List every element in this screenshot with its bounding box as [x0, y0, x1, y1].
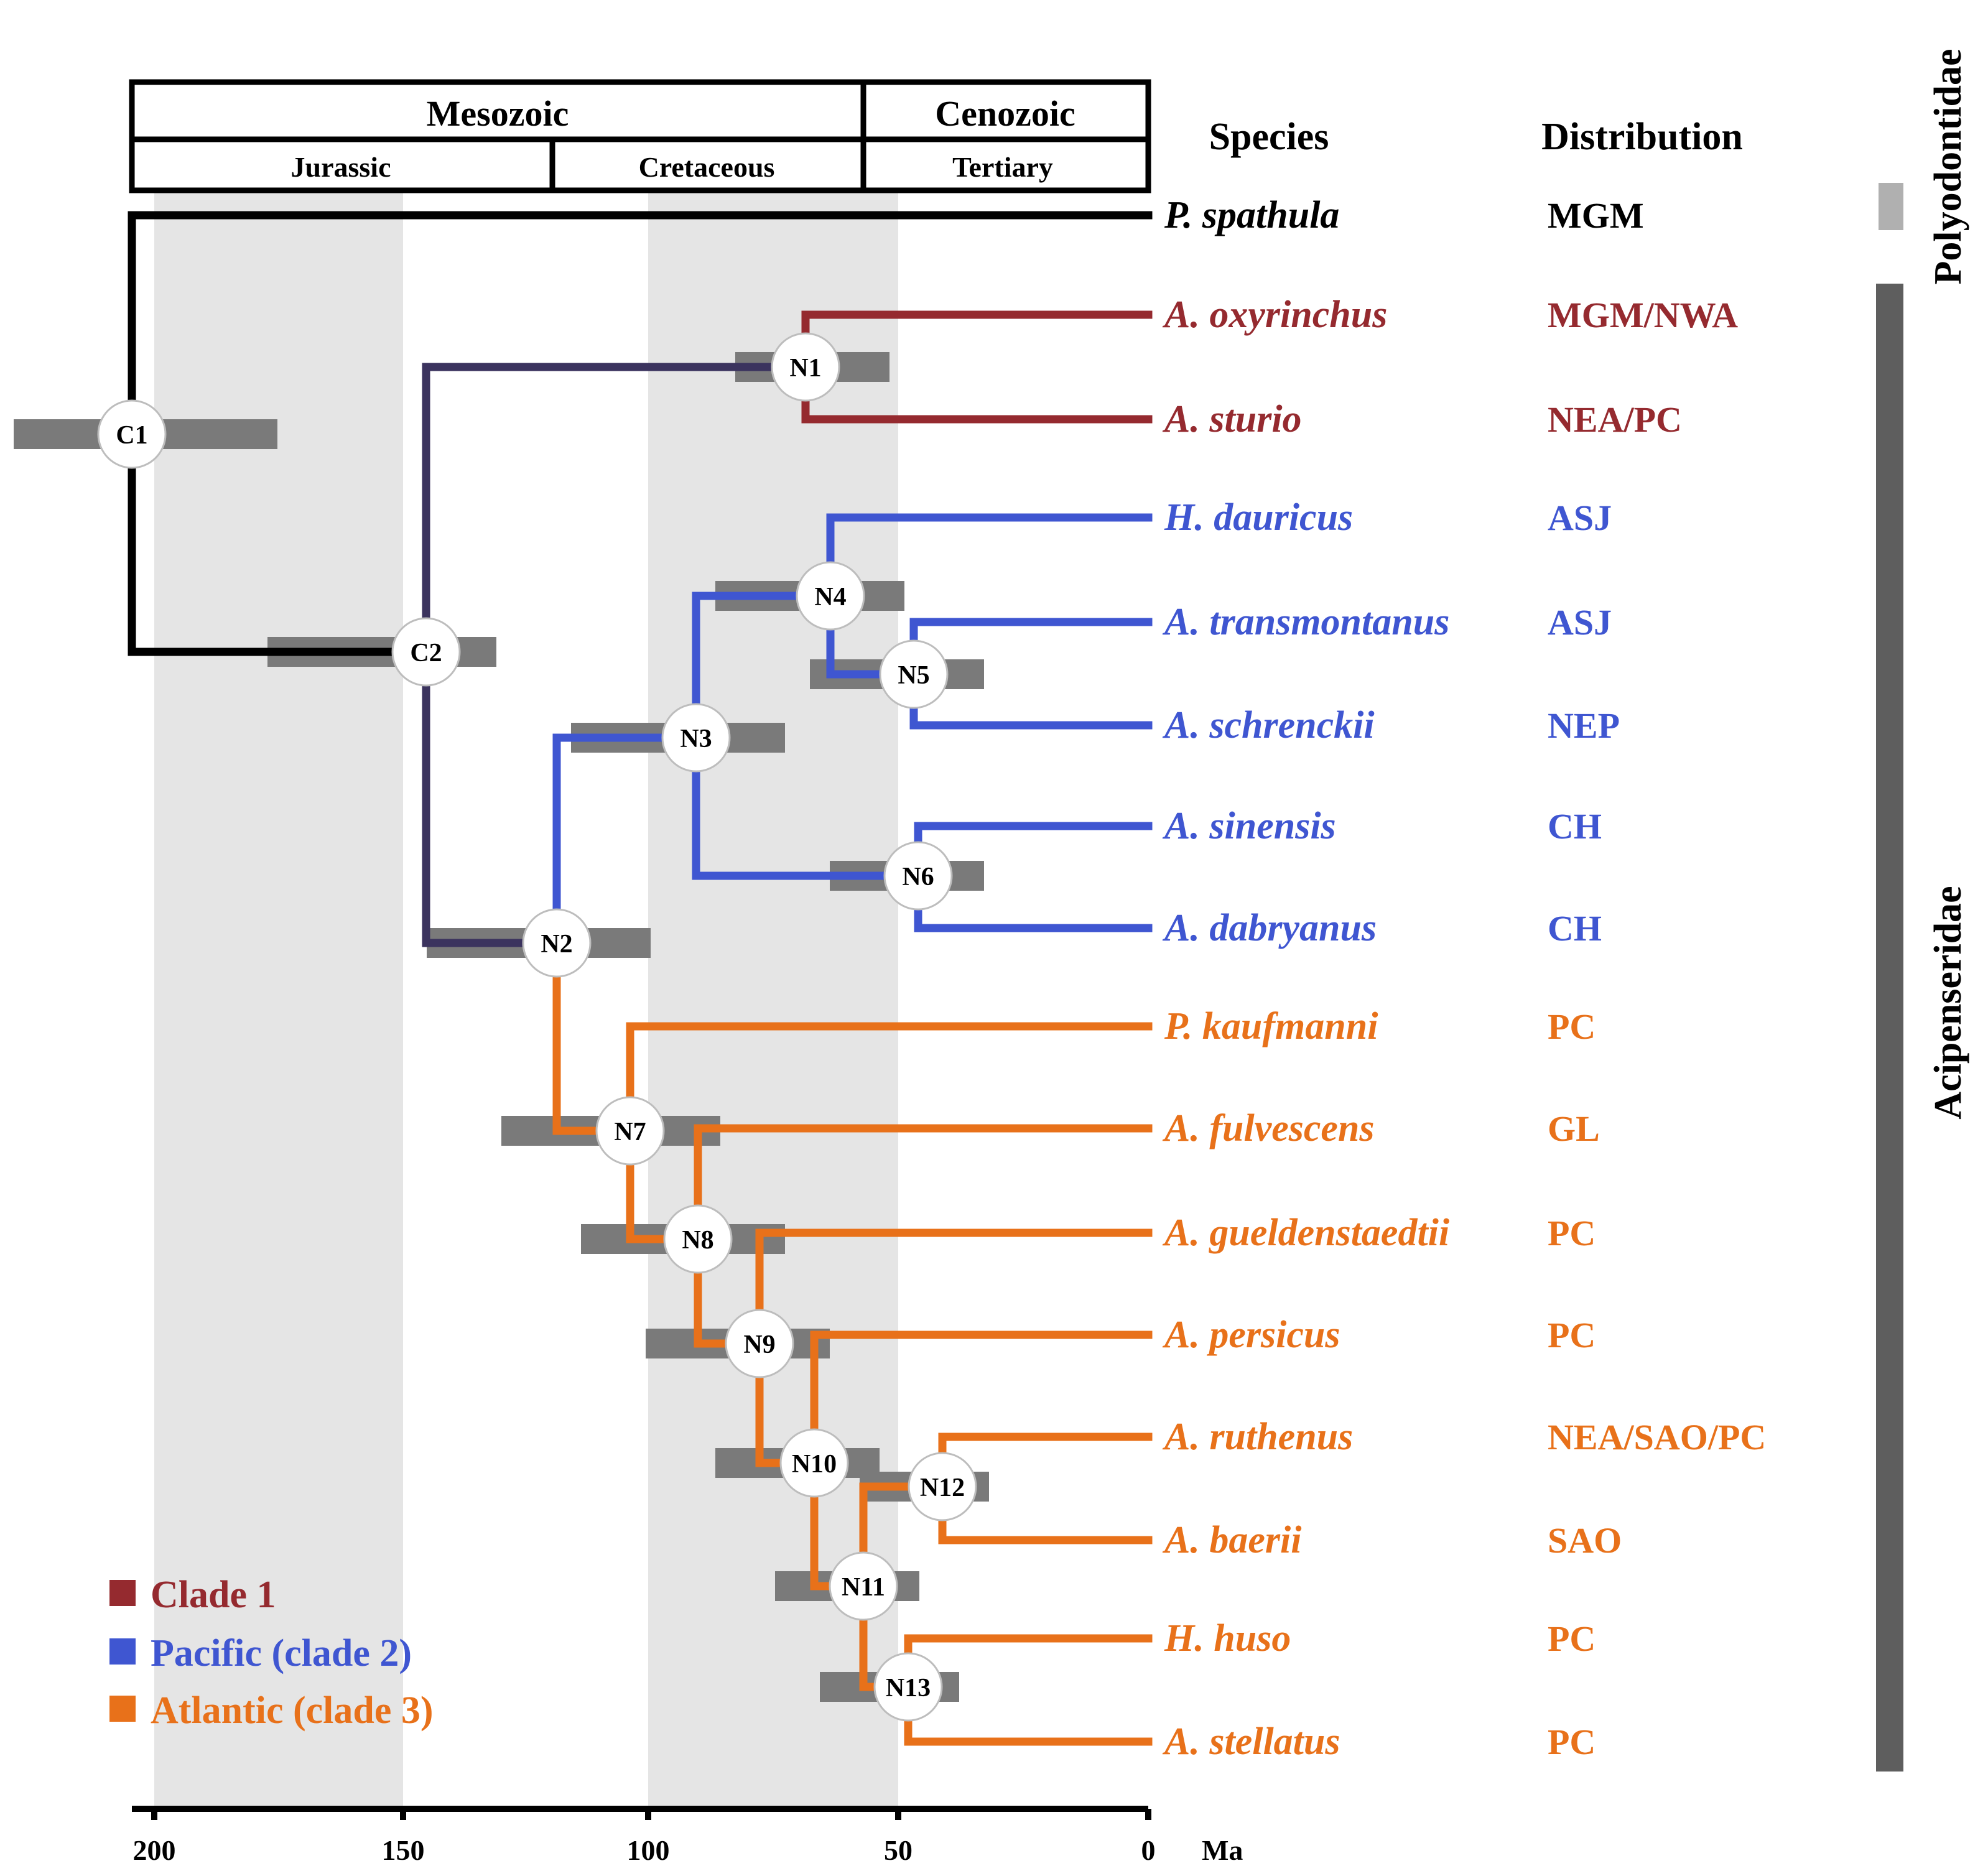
family-acipenseridae: Acipenseridae	[1927, 886, 1969, 1119]
species-a-baerii: A. baerii	[1162, 1519, 1301, 1561]
node-c1	[97, 399, 167, 469]
node-label-n5: N5	[898, 661, 929, 690]
species-a-schrenckii: A. schrenckii	[1162, 704, 1375, 746]
node-n12	[908, 1452, 977, 1521]
taxon-labels: P. spathula MGM A. oxyrinchus MGM/NWA A. stu…	[1162, 194, 1766, 1763]
node-n11	[829, 1551, 898, 1621]
distribution-a-schrenckii: NEP	[1548, 705, 1620, 746]
node-n8	[663, 1204, 733, 1274]
era-cenozoic: Cenozoic	[935, 93, 1075, 134]
distribution-a-gueldenstaedtii: PC	[1548, 1213, 1596, 1253]
distribution-a-fulvescens: GL	[1548, 1108, 1600, 1149]
axis-unit: Ma	[1202, 1834, 1243, 1866]
legend-swatch-clade1	[109, 1580, 136, 1606]
legend-swatch-atlantic	[109, 1696, 136, 1722]
axis-label-150: 150	[382, 1834, 425, 1866]
node-label-n13: N13	[886, 1674, 931, 1702]
species-a-fulvescens: A. fulvescens	[1162, 1107, 1375, 1149]
species-p-spathula: P. spathula	[1164, 194, 1339, 236]
node-label-c1: C1	[116, 421, 147, 450]
distribution-h-dauricus: ASJ	[1548, 498, 1612, 538]
legend-label-atlantic: Atlantic (clade 3)	[151, 1689, 434, 1732]
branch-n2-n3	[552, 733, 700, 947]
node-n13	[873, 1652, 943, 1722]
species-a-persicus: A. persicus	[1162, 1314, 1340, 1356]
timescale-header	[129, 79, 1151, 193]
species-header: Species	[1209, 116, 1329, 158]
axis-label-0: 0	[1141, 1834, 1156, 1866]
period-cretaceous: Cretaceous	[639, 151, 775, 183]
cretaceous-shading	[648, 192, 898, 1809]
axis-label-100: 100	[627, 1834, 670, 1866]
node-label-n12: N12	[920, 1474, 965, 1502]
species-a-sturio: A. sturio	[1162, 398, 1302, 440]
node-n4	[796, 561, 865, 631]
legend-swatch-pacific	[109, 1638, 136, 1665]
node-n2	[522, 908, 592, 978]
node-n3	[661, 703, 731, 773]
species-a-dabryanus: A. dabryanus	[1162, 907, 1377, 949]
node-label-n2: N2	[541, 930, 572, 959]
branch-c2-n1	[422, 363, 810, 656]
species-p-kaufmanni: P. kaufmanni	[1164, 1005, 1378, 1047]
distribution-p-spathula: MGM	[1548, 195, 1644, 236]
node-n10	[779, 1428, 849, 1498]
node-c2	[391, 617, 461, 687]
distribution-a-dabryanus: CH	[1548, 908, 1602, 949]
node-label-n3: N3	[680, 725, 712, 753]
node-label-n10: N10	[792, 1450, 837, 1479]
node-label-n6: N6	[902, 863, 934, 891]
node-n9	[725, 1309, 794, 1378]
legend: Clade 1 Pacific (clade 2) Atlantic (clad…	[109, 1574, 434, 1732]
species-a-transmontanus: A. transmontanus	[1162, 601, 1449, 643]
distribution-a-persicus: PC	[1548, 1315, 1596, 1355]
era-mesozoic: Mesozoic	[427, 93, 569, 134]
distribution-a-sturio: NEA/PC	[1548, 399, 1682, 440]
species-a-gueldenstaedtii: A. gueldenstaedtii	[1162, 1212, 1449, 1254]
family-polyodontidae: Polyodontidae	[1927, 49, 1969, 285]
distribution-a-sinensis: CH	[1548, 806, 1602, 847]
node-n7	[595, 1096, 665, 1166]
period-tertiary: Tertiary	[952, 151, 1053, 183]
species-h-huso: H. huso	[1164, 1617, 1291, 1660]
jurassic-shading	[154, 192, 403, 1809]
node-label-n4: N4	[814, 583, 846, 611]
node-label-n9: N9	[743, 1330, 775, 1359]
node-n5	[879, 639, 949, 709]
legend-label-clade1: Clade 1	[151, 1574, 276, 1616]
distribution-a-baerii: SAO	[1548, 1520, 1622, 1561]
node-label-c2: C2	[410, 639, 442, 667]
distribution-a-oxyrinchus: MGM/NWA	[1548, 295, 1738, 335]
time-axis	[132, 1806, 1151, 1820]
distribution-p-kaufmanni: PC	[1548, 1006, 1596, 1047]
distribution-header: Distribution	[1541, 116, 1743, 158]
node-n6	[883, 841, 953, 911]
node-markers: C1 C2 N1 N2 N3 N4 N5 N6 N7 N8 N9 N10 N11 N12 N13	[97, 332, 977, 1722]
distribution-a-transmontanus: ASJ	[1548, 602, 1612, 643]
species-h-dauricus: H. dauricus	[1164, 496, 1353, 539]
species-a-sinensis: A. sinensis	[1162, 805, 1336, 847]
legend-label-pacific: Pacific (clade 2)	[151, 1632, 412, 1674]
node-label-n7: N7	[614, 1118, 646, 1146]
distribution-a-stellatus: PC	[1548, 1722, 1596, 1762]
axis-label-200: 200	[133, 1834, 176, 1866]
species-a-ruthenus: A. ruthenus	[1162, 1416, 1353, 1458]
period-jurassic: Jurassic	[291, 151, 391, 183]
node-label-n11: N11	[842, 1573, 885, 1602]
species-a-stellatus: A. stellatus	[1162, 1720, 1340, 1763]
node-n1	[771, 332, 840, 402]
branch-c2-n2	[422, 648, 561, 947]
node-label-n1: N1	[789, 354, 821, 383]
species-a-oxyrinchus: A. oxyrinchus	[1162, 294, 1387, 336]
node-label-n8: N8	[682, 1226, 713, 1255]
timescale-frame	[129, 79, 1151, 193]
distribution-a-ruthenus: NEA/SAO/PC	[1548, 1417, 1766, 1457]
polyodontidae-bar	[1879, 183, 1903, 230]
distribution-h-huso: PC	[1548, 1618, 1596, 1659]
acipenseridae-bar	[1876, 284, 1903, 1772]
axis-label-50: 50	[884, 1834, 913, 1866]
